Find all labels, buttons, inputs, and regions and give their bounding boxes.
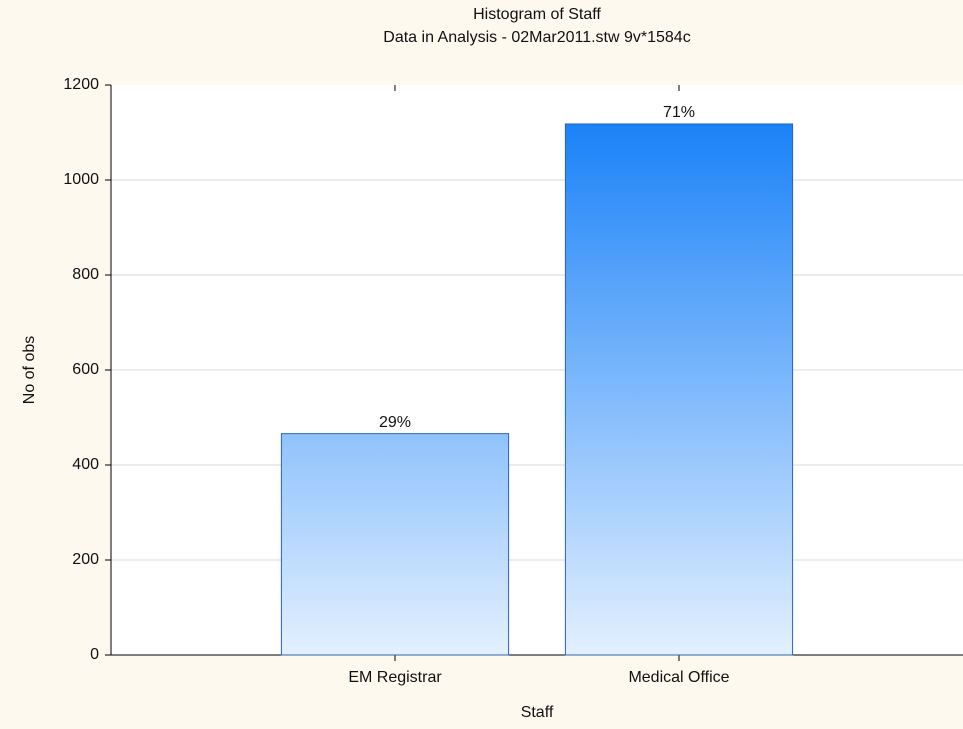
y-tick-label: 400 bbox=[72, 456, 99, 473]
y-tick-label: 800 bbox=[72, 266, 99, 283]
y-axis-label: No of obs bbox=[21, 336, 38, 404]
chart-subtitle: Data in Analysis - 02Mar2011.stw 9v*1584… bbox=[383, 29, 690, 46]
y-tick-label: 600 bbox=[72, 361, 99, 378]
y-tick-label: 1000 bbox=[63, 171, 99, 188]
x-tick-label: EM Registrar bbox=[348, 669, 442, 686]
value-label: 71% bbox=[663, 104, 695, 121]
y-tick-label: 200 bbox=[72, 551, 99, 568]
x-tick-label: Medical Office bbox=[628, 669, 729, 686]
y-tick-label: 0 bbox=[90, 646, 99, 663]
x-axis-label: Staff bbox=[521, 704, 554, 721]
bar bbox=[280, 433, 510, 656]
chart-title: Histogram of Staff bbox=[473, 6, 601, 23]
bar bbox=[564, 123, 794, 656]
y-tick-label: 1200 bbox=[63, 76, 99, 93]
value-label: 29% bbox=[379, 414, 411, 431]
